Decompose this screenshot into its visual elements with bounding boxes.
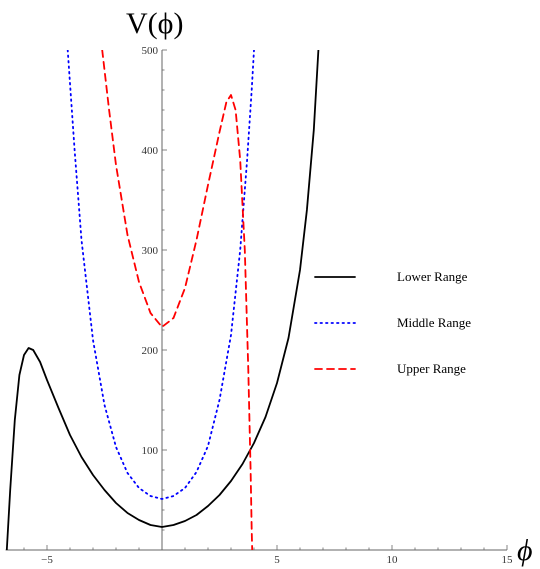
legend-label-1: Lower Range [397, 269, 468, 284]
x-tick-label: 5 [274, 554, 280, 566]
y-tick-label: 100 [142, 445, 159, 457]
legend-label-3: Upper Range [397, 361, 466, 376]
legend-label-2: Middle Range [397, 315, 471, 330]
series-line-1 [5, 50, 320, 550]
legend: Lower Range Middle Range Upper Range [314, 269, 471, 376]
y-axis-title: V(ϕ) [126, 7, 183, 40]
series-line-3 [101, 50, 254, 550]
axes: −5 5 10 15 100 200 300 400 500 [5, 45, 514, 566]
series-layer [5, 50, 320, 550]
x-axis-title: ϕ [517, 534, 533, 567]
x-tick-label: −5 [41, 554, 53, 566]
series-line-2 [66, 50, 255, 500]
y-tick-label: 500 [142, 45, 159, 57]
x-tick-label: 10 [387, 554, 399, 566]
y-tick-label: 300 [142, 245, 159, 257]
y-tick-label: 400 [142, 145, 159, 157]
y-tick-label: 200 [142, 345, 159, 357]
x-tick-label: 15 [502, 554, 514, 566]
